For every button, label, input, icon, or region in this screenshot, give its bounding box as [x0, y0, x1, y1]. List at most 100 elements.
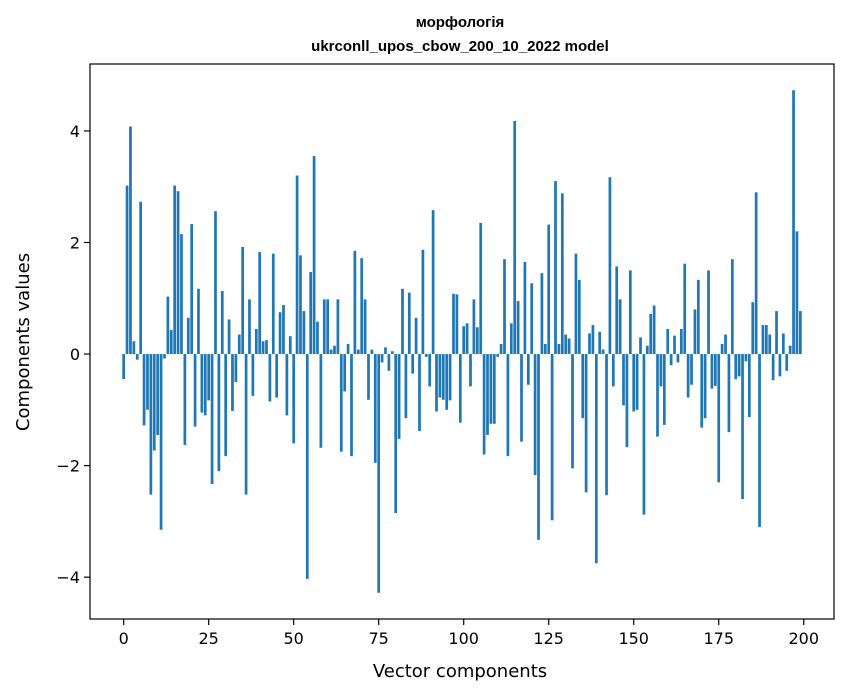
bar-106 — [482, 354, 486, 455]
bar-34 — [237, 334, 241, 355]
chart-title-line2: ukrconll_upos_cbow_200_10_2022 model — [311, 38, 609, 55]
bar-45 — [275, 354, 279, 398]
bar-121 — [533, 354, 537, 476]
bar-99 — [458, 354, 462, 423]
bar-17 — [180, 234, 183, 355]
bar-4 — [135, 354, 139, 360]
bar-193 — [778, 354, 782, 377]
bar-76 — [380, 354, 384, 363]
bar-130 — [564, 334, 568, 355]
bar-114 — [509, 323, 513, 355]
bar-27 — [214, 211, 217, 355]
bar-112 — [503, 259, 506, 355]
bar-164 — [679, 328, 683, 355]
bar-68 — [353, 250, 357, 355]
bar-41 — [261, 341, 265, 355]
bar-191 — [771, 354, 775, 381]
bar-177 — [724, 334, 727, 355]
bar-119 — [526, 354, 530, 385]
y-axis-ticks: −4 −2 0 2 4 — [56, 122, 90, 587]
bar-152 — [639, 337, 642, 355]
x-axis-ticks: 0 25 50 75 100 125 150 175 200 — [119, 619, 819, 648]
bar-2 — [129, 126, 132, 355]
bar-91 — [431, 210, 435, 355]
bar-61 — [329, 349, 333, 355]
bar-60 — [326, 299, 330, 355]
x-tick-label-125: 125 — [533, 629, 564, 648]
bar-87 — [418, 354, 421, 432]
bar-180 — [734, 354, 738, 380]
bar-92 — [435, 354, 438, 412]
bar-38 — [251, 354, 255, 396]
bar-102 — [469, 354, 472, 387]
bar-170 — [700, 354, 704, 428]
bar-81 — [397, 354, 401, 439]
bar-155 — [649, 313, 653, 355]
bar-171 — [703, 354, 707, 419]
bar-140 — [598, 331, 602, 355]
bar-166 — [686, 354, 690, 398]
bar-107 — [486, 354, 489, 435]
bar-30 — [224, 354, 228, 457]
bar-175 — [717, 354, 721, 483]
y-tick-label--4: −4 — [56, 568, 80, 587]
bars-group — [122, 90, 802, 593]
x-tick-label-50: 50 — [284, 629, 304, 648]
bar-199 — [798, 311, 802, 355]
chart-title-line1: морфологія — [416, 14, 505, 31]
bar-118 — [523, 262, 527, 355]
bar-59 — [322, 299, 326, 355]
x-tick-label-175: 175 — [703, 629, 734, 648]
bar-58 — [319, 354, 323, 448]
bar-115 — [513, 120, 517, 355]
bar-79 — [390, 351, 394, 355]
bar-40 — [258, 251, 262, 355]
bar-184 — [747, 354, 751, 418]
bar-31 — [227, 319, 231, 355]
bar-161 — [669, 354, 673, 366]
bar-86 — [414, 317, 418, 355]
bar-33 — [234, 354, 238, 382]
plot-frame — [89, 63, 835, 620]
bar-168 — [693, 309, 697, 355]
bar-88 — [421, 249, 425, 355]
bar-187 — [758, 354, 761, 527]
bar-52 — [299, 255, 302, 355]
bar-195 — [785, 354, 789, 371]
bar-159 — [662, 354, 666, 425]
x-tick-label-200: 200 — [788, 629, 819, 648]
bar-124 — [543, 344, 547, 355]
bar-37 — [248, 299, 251, 355]
y-axis-label: Components values — [13, 253, 34, 431]
bar-182 — [741, 354, 744, 500]
bar-128 — [557, 344, 561, 355]
bar-197 — [792, 90, 795, 355]
bar-11 — [159, 354, 163, 530]
bar-80 — [394, 354, 398, 514]
x-tick-label-0: 0 — [119, 629, 129, 648]
bar-139 — [594, 354, 598, 564]
bar-174 — [713, 354, 717, 386]
bar-178 — [727, 354, 731, 433]
bar-190 — [768, 334, 772, 355]
bar-63 — [336, 299, 340, 355]
bar-131 — [567, 338, 571, 355]
bar-8 — [149, 354, 153, 495]
bar-44 — [271, 253, 275, 355]
x-tick-label-25: 25 — [198, 629, 218, 648]
bar-146 — [618, 299, 622, 355]
bar-134 — [577, 279, 581, 355]
bar-1 — [125, 185, 129, 355]
bar-23 — [200, 354, 204, 413]
bar-19 — [186, 317, 190, 355]
bar-105 — [479, 222, 483, 355]
bar-143 — [608, 177, 612, 355]
bar-144 — [611, 354, 615, 387]
bar-25 — [207, 354, 211, 401]
bar-35 — [241, 246, 245, 355]
bar-97 — [452, 293, 455, 355]
bar-116 — [516, 301, 520, 355]
bar-132 — [571, 354, 574, 469]
bar-5 — [139, 201, 143, 355]
